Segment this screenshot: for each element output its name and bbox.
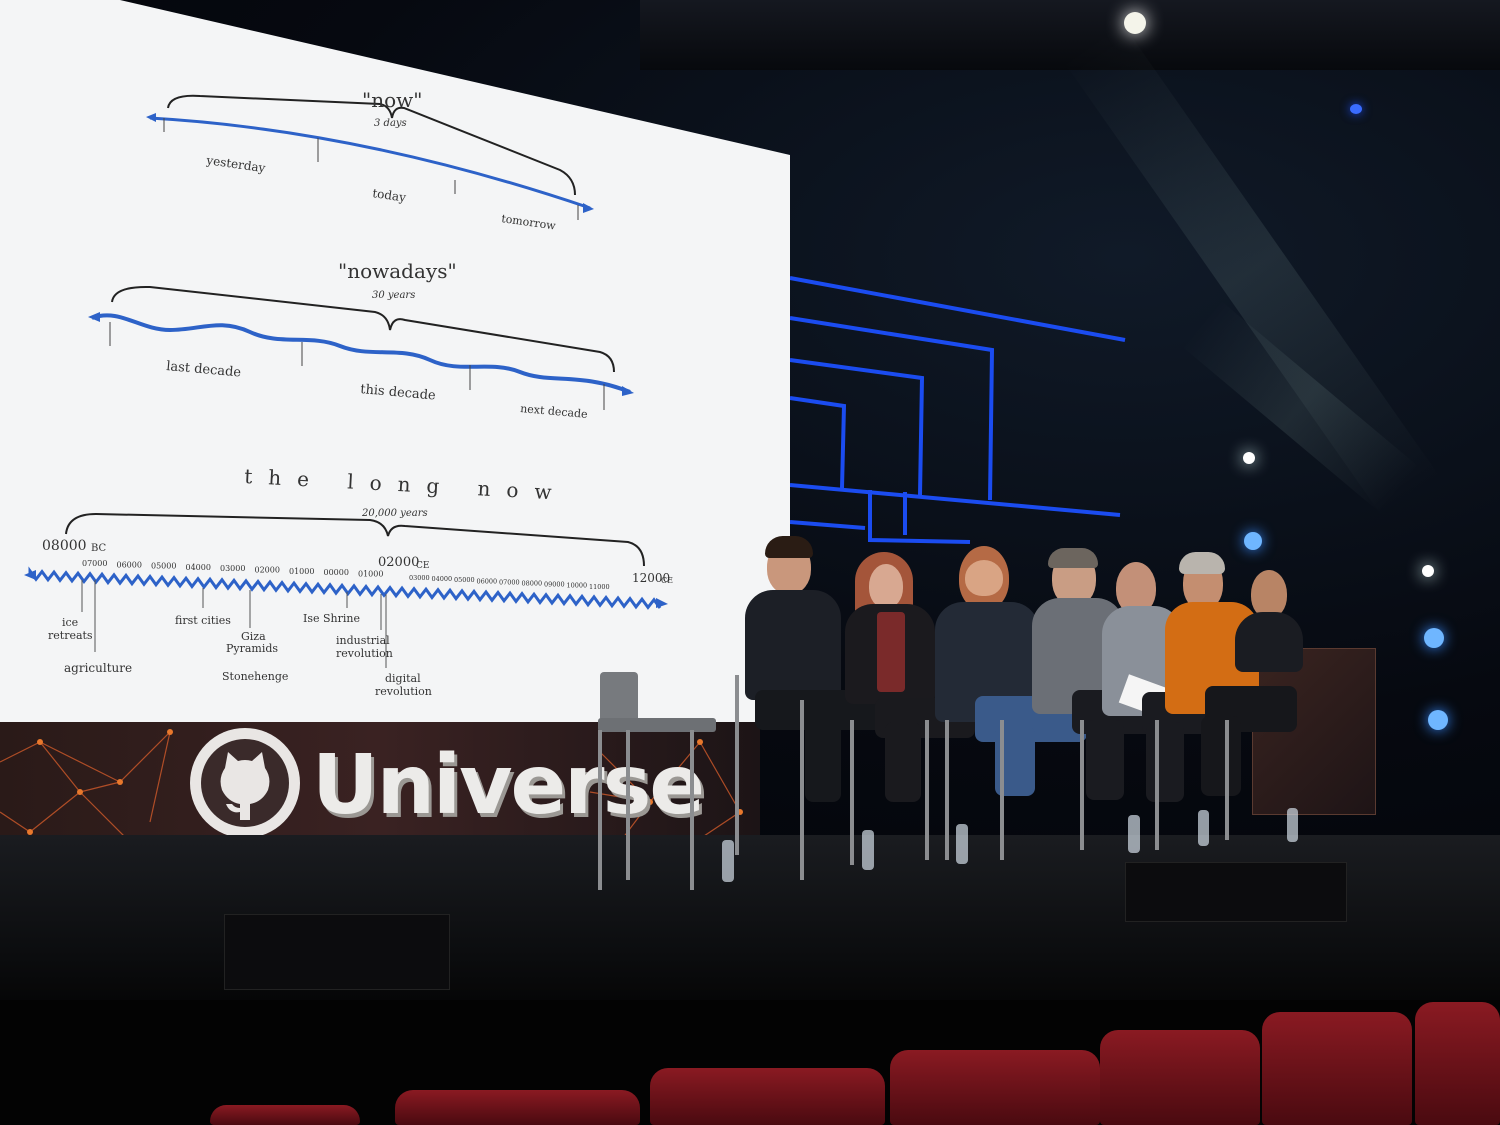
long-now-mid-era: CE — [416, 561, 429, 571]
long-now-tick: 02000 — [255, 566, 280, 575]
long-now-tick: 03000 — [409, 574, 430, 582]
nowadays-brace — [111, 285, 615, 373]
blue-stage-light — [1428, 710, 1448, 730]
nowadays-title: "nowadays" — [338, 259, 457, 283]
long-now-tick: 08000 — [522, 580, 543, 588]
empty-stool-back — [600, 672, 638, 722]
blue-stage-light — [1350, 104, 1362, 114]
timeline-slide: "now" 3 days yesterday today tomorrow "n… — [24, 88, 673, 698]
long-now-tick: 09000 — [544, 581, 565, 589]
spotlight-lamp — [1243, 452, 1255, 464]
neon-line-art — [789, 276, 1126, 544]
water-bottle — [862, 830, 874, 870]
water-bottle — [956, 824, 968, 864]
long-now-timeline — [28, 566, 662, 610]
event-pyramids: Pyramids — [226, 642, 278, 655]
long-now-tick: 04000 — [186, 563, 211, 572]
empty-stool-seat — [598, 718, 716, 732]
event-ise-shrine: Ise Shrine — [303, 612, 360, 625]
blue-stage-light — [1424, 628, 1444, 648]
water-bottle — [1287, 808, 1298, 842]
brand-wordmark: Universe — [312, 738, 705, 833]
long-now-end: 12000 — [632, 571, 670, 585]
long-now-tick: 04000 — [432, 575, 453, 583]
event-giza: Giza — [241, 630, 266, 643]
network-pattern — [0, 729, 743, 853]
floor-monitor-speaker — [224, 914, 450, 990]
nowadays-label-next-decade: next decade — [520, 402, 588, 421]
now-timeline — [149, 116, 591, 210]
spotlight-lamp — [1422, 565, 1434, 577]
event-revolution-industrial: revolution — [336, 647, 393, 660]
event-digital: digital — [385, 672, 421, 685]
now-span: 3 days — [374, 118, 407, 129]
event-agriculture: agriculture — [64, 661, 132, 675]
octocat-logo-icon — [190, 728, 300, 838]
event-first-cities: first cities — [175, 614, 231, 627]
nowadays-label-this-decade: this decade — [360, 382, 437, 404]
long-now-title: the long now — [244, 464, 568, 505]
now-label-today: today — [372, 186, 408, 205]
long-now-tick: 10000 — [567, 582, 588, 590]
audience-seat — [1415, 1002, 1500, 1125]
now-brace — [167, 94, 576, 196]
long-now-start-era: BC — [91, 543, 107, 554]
long-now-tick: 06000 — [117, 560, 142, 569]
event-industrial: industrial — [336, 634, 390, 647]
audience-seat — [395, 1090, 640, 1125]
now-title: "now" — [362, 88, 422, 112]
event-stonehenge: Stonehenge — [222, 670, 288, 683]
audience-seat — [1262, 1012, 1412, 1125]
long-now-tick: 00000 — [324, 568, 349, 577]
long-now-tick: 11000 — [589, 583, 610, 591]
long-now-tick: 06000 — [477, 577, 498, 585]
audience-seat — [650, 1068, 885, 1125]
event-revolution-digital: revolution — [375, 685, 432, 698]
water-bottle — [722, 840, 734, 882]
event-ice: ice — [62, 616, 78, 629]
audience-seat — [210, 1105, 360, 1125]
floor-monitor-speaker — [1125, 862, 1347, 922]
long-now-span: 20,000 years — [361, 508, 428, 519]
long-now-tick: 07000 — [499, 578, 520, 586]
nowadays-timeline — [91, 313, 631, 394]
long-now-brace — [65, 512, 645, 567]
audience-seat — [1100, 1030, 1260, 1125]
lighting-truss — [640, 0, 1500, 70]
now-label-yesterday: yesterday — [205, 153, 267, 175]
long-now-tick: 03000 — [220, 564, 245, 573]
water-bottle — [1128, 815, 1140, 853]
long-now-end-era: CE — [661, 576, 673, 585]
long-now-tick: 01000 — [289, 567, 314, 576]
spotlight-lamp — [1124, 12, 1146, 34]
long-now-start: 08000 — [42, 538, 87, 554]
long-now-tick: 01000 — [358, 569, 383, 578]
long-now-tick: 05000 — [151, 562, 176, 571]
audience-seat — [890, 1050, 1100, 1125]
water-bottle — [1198, 810, 1209, 846]
nowadays-label-last-decade: last decade — [166, 359, 242, 381]
now-label-tomorrow: tomorrow — [501, 212, 558, 233]
blue-stage-light — [1244, 532, 1262, 550]
long-now-tick: 07000 — [82, 559, 107, 568]
nowadays-span: 30 years — [372, 290, 415, 301]
long-now-mid: 02000 — [378, 555, 419, 570]
long-now-tick: 05000 — [454, 576, 475, 584]
event-retreats: retreats — [48, 629, 93, 642]
